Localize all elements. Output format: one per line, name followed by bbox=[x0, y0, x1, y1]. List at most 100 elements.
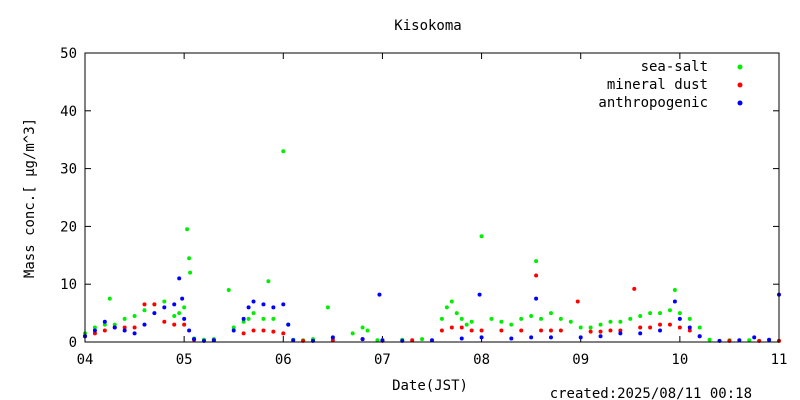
data-point bbox=[291, 338, 296, 343]
data-point bbox=[459, 316, 464, 321]
data-point bbox=[246, 305, 251, 310]
data-point bbox=[519, 316, 524, 321]
data-point bbox=[648, 311, 653, 316]
data-point bbox=[575, 299, 580, 304]
x-tick-label: 07 bbox=[374, 352, 391, 368]
data-point bbox=[231, 328, 236, 333]
data-point bbox=[638, 331, 643, 336]
x-tick-label: 04 bbox=[77, 352, 94, 368]
data-point bbox=[548, 311, 553, 316]
data-point bbox=[529, 313, 534, 318]
data-point bbox=[677, 325, 682, 330]
data-point bbox=[672, 299, 677, 304]
data-point bbox=[588, 329, 593, 334]
legend-marker bbox=[737, 100, 743, 106]
data-point bbox=[162, 305, 167, 310]
y-axis-label: Mass conc.[ μg/m^3] bbox=[22, 118, 38, 278]
legend-marker bbox=[737, 82, 743, 88]
data-point bbox=[286, 322, 291, 327]
data-point bbox=[558, 328, 563, 333]
data-point bbox=[192, 337, 197, 342]
data-point bbox=[132, 313, 137, 318]
data-point bbox=[687, 328, 692, 333]
data-point bbox=[92, 325, 97, 330]
data-point bbox=[558, 316, 563, 321]
data-point bbox=[509, 336, 514, 341]
data-point bbox=[410, 338, 415, 343]
data-point bbox=[667, 322, 672, 327]
x-axis-label: Date(JST) bbox=[392, 378, 468, 394]
data-point bbox=[162, 319, 167, 324]
data-point bbox=[375, 338, 380, 343]
data-point bbox=[430, 338, 434, 343]
data-point bbox=[261, 328, 266, 333]
data-point bbox=[271, 329, 276, 334]
data-point bbox=[102, 328, 107, 333]
data-point bbox=[534, 259, 539, 264]
data-point bbox=[107, 296, 112, 301]
points-layer bbox=[83, 149, 781, 343]
data-point bbox=[251, 311, 256, 316]
data-point bbox=[102, 322, 107, 327]
data-point bbox=[737, 338, 742, 343]
data-point bbox=[548, 335, 553, 340]
data-point bbox=[598, 322, 603, 327]
data-point bbox=[608, 319, 613, 324]
data-point bbox=[489, 316, 494, 321]
data-point bbox=[188, 270, 193, 275]
data-point bbox=[172, 313, 177, 318]
data-point bbox=[439, 328, 444, 333]
data-point bbox=[142, 302, 147, 307]
data-point bbox=[687, 316, 692, 321]
data-point bbox=[122, 316, 127, 321]
data-point bbox=[246, 316, 251, 321]
y-tick-label: 30 bbox=[60, 162, 77, 178]
data-point bbox=[152, 311, 157, 316]
data-point bbox=[350, 331, 355, 336]
data-point bbox=[365, 328, 370, 333]
data-point bbox=[459, 336, 464, 341]
data-point bbox=[658, 328, 663, 333]
data-point bbox=[479, 335, 484, 340]
data-point bbox=[152, 302, 157, 307]
data-point bbox=[182, 322, 187, 327]
data-point bbox=[92, 331, 97, 336]
data-point bbox=[697, 334, 702, 339]
y-tick-label: 0 bbox=[69, 335, 77, 351]
data-point bbox=[112, 322, 117, 327]
data-point bbox=[618, 328, 623, 333]
data-point bbox=[697, 325, 702, 330]
data-point bbox=[132, 325, 137, 330]
x-tick-label: 10 bbox=[671, 352, 688, 368]
data-point bbox=[112, 325, 117, 330]
data-point bbox=[187, 256, 192, 261]
data-point bbox=[477, 292, 482, 297]
x-tick-label: 05 bbox=[176, 352, 193, 368]
data-point bbox=[377, 292, 382, 297]
data-point bbox=[529, 335, 534, 340]
data-point bbox=[226, 287, 231, 292]
data-point bbox=[469, 328, 474, 333]
data-point bbox=[499, 328, 504, 333]
data-point bbox=[658, 322, 663, 327]
data-point bbox=[162, 299, 167, 304]
data-point bbox=[588, 325, 593, 330]
data-point bbox=[469, 319, 474, 324]
data-point bbox=[180, 296, 185, 301]
data-point bbox=[632, 286, 637, 291]
data-point bbox=[182, 305, 187, 310]
legend-label: sea-salt bbox=[641, 59, 708, 75]
data-point bbox=[271, 316, 276, 321]
series-sea-salt bbox=[83, 149, 781, 343]
series-mineral-dust bbox=[83, 273, 781, 343]
data-point bbox=[677, 311, 682, 316]
x-tick-label: 11 bbox=[771, 352, 788, 368]
chart-title: Kisokoma bbox=[394, 18, 461, 34]
x-tick-label: 08 bbox=[473, 352, 490, 368]
data-point bbox=[509, 322, 514, 327]
data-point bbox=[499, 319, 504, 324]
legend-marker bbox=[737, 64, 743, 70]
data-point bbox=[330, 335, 335, 340]
